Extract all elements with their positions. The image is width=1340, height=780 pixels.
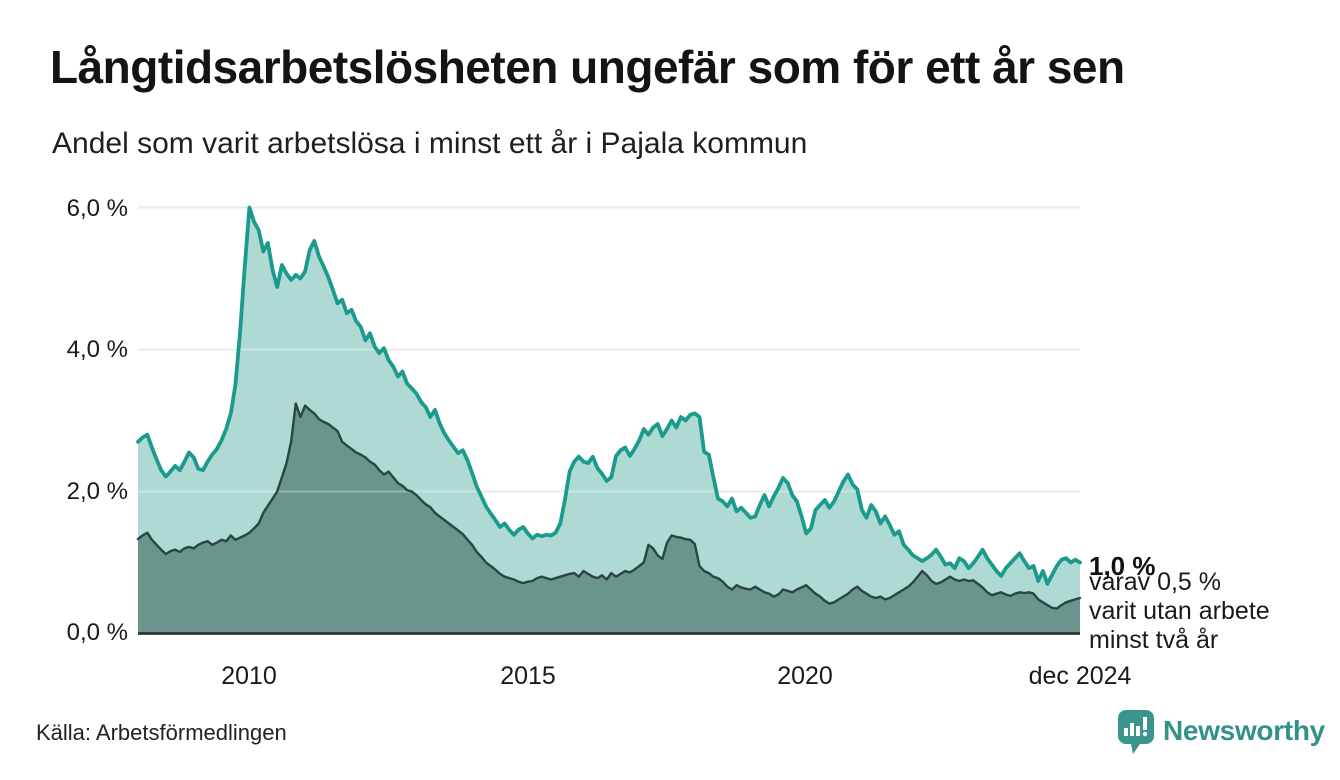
x-axis-label-2010: 2010 — [221, 662, 277, 690]
x-axis-label-2015: 2015 — [500, 662, 556, 690]
bar-small — [1124, 728, 1128, 736]
bar-tall — [1130, 723, 1134, 736]
brand-name: Newsworthy — [1163, 715, 1325, 746]
y-axis-label-2: 2,0 % — [66, 478, 128, 505]
series-end-value-label: 1,0 % — [1089, 551, 1156, 581]
series-end-note-line2: varit utan arbete — [1089, 597, 1270, 625]
exclamation-bar — [1143, 717, 1147, 730]
brand-logo: Newsworthy — [1117, 709, 1325, 755]
y-axis-label-4: 4,0 % — [66, 336, 128, 363]
newsworthy-icon — [1118, 710, 1154, 754]
exclamation-dot — [1142, 731, 1148, 737]
page-title: Långtidsarbetslösheten ungefär som för e… — [50, 41, 1125, 93]
series-end-note-line3: minst två år — [1089, 626, 1219, 654]
chart-subtitle: Andel som varit arbetslösa i minst ett å… — [52, 127, 808, 160]
y-axis-label-0: 0,0 % — [66, 619, 128, 646]
bar-medium — [1136, 726, 1140, 736]
x-axis-label-2020: 2020 — [777, 662, 833, 690]
source-attribution: Källa: Arbetsförmedlingen — [36, 720, 287, 745]
y-axis-label-6: 6,0 % — [66, 195, 128, 222]
series-end-note-line1: varav 0,5 % — [1089, 568, 1222, 596]
x-axis-label-dec2024: dec 2024 — [1028, 662, 1132, 690]
series-end-note: varav 0,5 % varit utan arbete minst två … — [1089, 568, 1270, 655]
